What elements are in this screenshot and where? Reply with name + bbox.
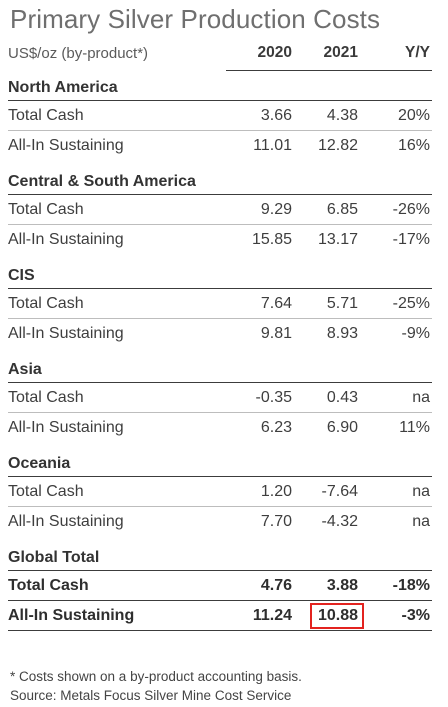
value-2020: 11.24 bbox=[226, 600, 294, 631]
column-header-yy: Y/Y bbox=[364, 36, 432, 71]
column-header-2021: 2021 bbox=[294, 36, 364, 71]
row-label: All-In Sustaining bbox=[8, 600, 226, 631]
section-title: Central & South America bbox=[8, 160, 432, 195]
section-title: North America bbox=[8, 70, 432, 101]
table-row: Total Cash 3.66 4.38 20% bbox=[8, 100, 432, 131]
section-header-oceania: Oceania bbox=[8, 442, 432, 477]
row-label: All-In Sustaining bbox=[8, 324, 124, 342]
value-2021: 12.82 bbox=[317, 136, 358, 154]
table-row: All-In Sustaining 6.23 6.90 11% bbox=[8, 413, 432, 443]
unit-label: US$/oz (by-product*) bbox=[8, 44, 149, 62]
value-2020: 6.23 bbox=[260, 418, 292, 436]
table-row: All-In Sustaining 11.01 12.82 16% bbox=[8, 131, 432, 161]
value-2021: 4.38 bbox=[294, 100, 364, 131]
value-2021: 8.93 bbox=[326, 324, 358, 342]
value-yy: 16% bbox=[397, 136, 430, 154]
value-2020: 15.85 bbox=[251, 230, 292, 248]
table-row: All-In Sustaining 9.81 8.93 -9% bbox=[8, 319, 432, 349]
row-label: All-In Sustaining bbox=[8, 512, 124, 530]
value-2020: -0.35 bbox=[226, 382, 294, 413]
table-row: Total Cash 7.64 5.71 -25% bbox=[8, 288, 432, 319]
value-2021: 6.90 bbox=[326, 418, 358, 436]
row-label: Total Cash bbox=[8, 570, 226, 601]
total-row-all-in-sustaining: All-In Sustaining 11.24 10.88 -3% bbox=[8, 600, 432, 631]
section-title: Oceania bbox=[8, 442, 432, 477]
table-header-row: US$/oz (by-product*) 2020 2021 Y/Y bbox=[8, 36, 432, 71]
value-2020: 3.66 bbox=[226, 100, 294, 131]
section-header-central-south-america: Central & South America bbox=[8, 160, 432, 195]
table-row: Total Cash 9.29 6.85 -26% bbox=[8, 194, 432, 225]
row-label: All-In Sustaining bbox=[8, 136, 124, 154]
highlight-box: 10.88 bbox=[309, 602, 364, 629]
value-2021: 3.88 bbox=[294, 570, 364, 601]
value-2021: 13.17 bbox=[317, 230, 358, 248]
source-note: Source: Metals Focus Silver Mine Cost Se… bbox=[10, 688, 292, 703]
row-label: Total Cash bbox=[8, 476, 226, 507]
column-header-2020: 2020 bbox=[226, 36, 294, 71]
value-yy: -9% bbox=[401, 324, 430, 342]
value-2020: 11.01 bbox=[253, 136, 292, 154]
section-title: Asia bbox=[8, 348, 432, 383]
value-2020: 7.70 bbox=[260, 512, 292, 530]
value-yy: -3% bbox=[364, 600, 432, 631]
value-2020: 9.81 bbox=[260, 324, 292, 342]
value-2021: 5.71 bbox=[294, 288, 364, 319]
cost-table: US$/oz (by-product*) 2020 2021 Y/Y North… bbox=[8, 36, 432, 631]
value-yy: -18% bbox=[364, 570, 432, 601]
value-yy: -17% bbox=[392, 230, 430, 248]
row-label: Total Cash bbox=[8, 288, 226, 319]
table-row: All-In Sustaining 15.85 13.17 -17% bbox=[8, 225, 432, 255]
row-label: All-In Sustaining bbox=[8, 418, 124, 436]
section-title: CIS bbox=[8, 254, 432, 289]
section-header-asia: Asia bbox=[8, 348, 432, 383]
value-yy: -26% bbox=[364, 194, 432, 225]
value-2021: -4.32 bbox=[321, 512, 358, 530]
value-yy: na bbox=[364, 476, 432, 507]
value-yy: 20% bbox=[364, 100, 432, 131]
value-yy: na bbox=[364, 382, 432, 413]
footnote: * Costs shown on a by-product accounting… bbox=[10, 669, 302, 684]
value-2020: 1.20 bbox=[226, 476, 294, 507]
section-header-cis: CIS bbox=[8, 254, 432, 289]
value-2020: 9.29 bbox=[226, 194, 294, 225]
value-2021: -7.64 bbox=[294, 476, 364, 507]
value-yy: 11% bbox=[399, 418, 430, 436]
value-2021: 0.43 bbox=[294, 382, 364, 413]
page-title: Primary Silver Production Costs bbox=[10, 4, 381, 34]
row-label: Total Cash bbox=[8, 382, 226, 413]
row-label: All-In Sustaining bbox=[8, 230, 124, 248]
table-row: Total Cash 1.20 -7.64 na bbox=[8, 476, 432, 507]
value-2021-highlighted: 10.88 bbox=[294, 600, 364, 631]
row-label: Total Cash bbox=[8, 100, 226, 131]
value-yy: -25% bbox=[364, 288, 432, 319]
value-2020: 7.64 bbox=[226, 288, 294, 319]
section-title: Global Total bbox=[8, 536, 432, 571]
table-row: All-In Sustaining 7.70 -4.32 na bbox=[8, 507, 432, 537]
section-header-north-america: North America bbox=[8, 70, 432, 101]
value-yy: na bbox=[412, 512, 430, 530]
table-row: Total Cash -0.35 0.43 na bbox=[8, 382, 432, 413]
value-2021: 6.85 bbox=[294, 194, 364, 225]
row-label: Total Cash bbox=[8, 194, 226, 225]
section-header-global-total: Global Total bbox=[8, 536, 432, 571]
total-row-total-cash: Total Cash 4.76 3.88 -18% bbox=[8, 570, 432, 601]
value-2020: 4.76 bbox=[226, 570, 294, 601]
